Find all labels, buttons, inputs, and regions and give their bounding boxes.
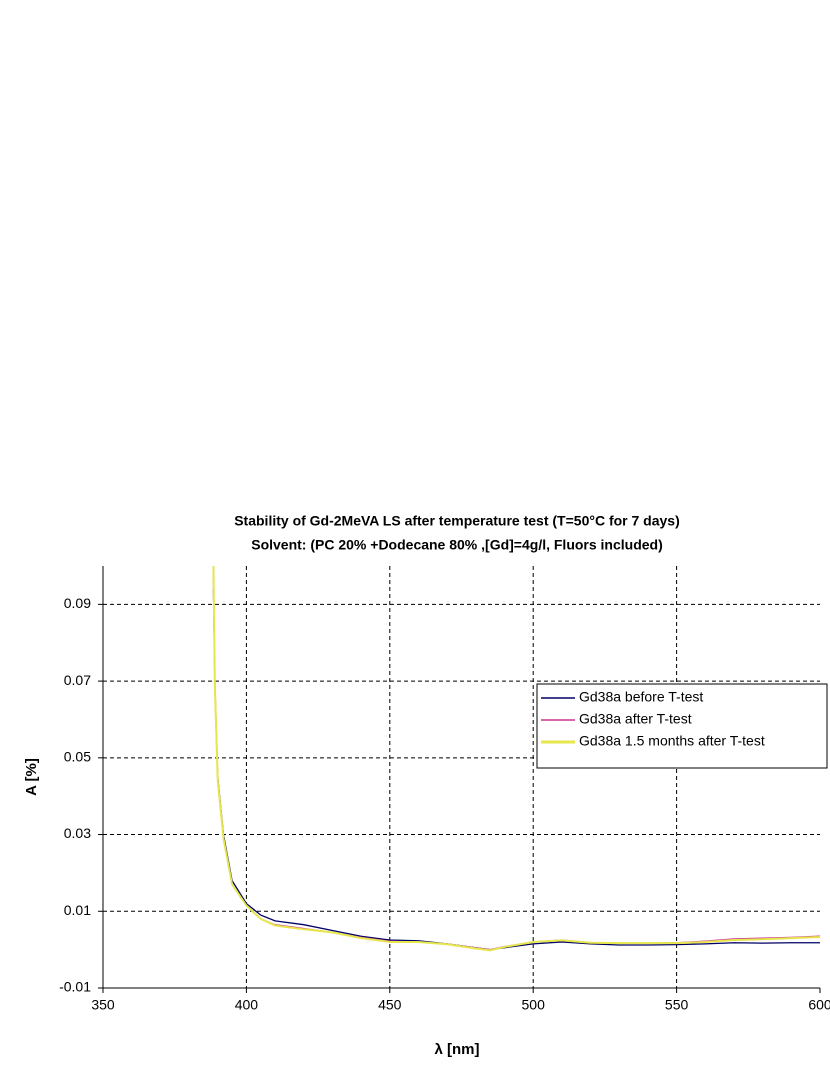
- chart-subtitle: Solvent: (PC 20% +Dodecane 80% ,[Gd]=4g/…: [251, 537, 663, 553]
- data-line: [212, 589, 820, 951]
- plot-lines: [212, 566, 820, 952]
- y-tick-label: 0.03: [64, 825, 91, 841]
- x-tick-label: 600: [808, 997, 830, 1013]
- y-tick-label: 0.05: [64, 749, 91, 765]
- legend-label: Gd38a 1.5 months after T-test: [579, 733, 765, 749]
- data-line: [212, 566, 820, 952]
- y-axis-label: A [%]: [23, 758, 40, 796]
- x-tick-label: 400: [235, 997, 259, 1013]
- legend-box: [536, 683, 828, 769]
- legend-label: Gd38a after T-test: [579, 711, 692, 727]
- legend-label: Gd38a before T-test: [579, 689, 703, 705]
- y-tick-label: 0.07: [64, 672, 91, 688]
- x-tick-label: 550: [665, 997, 689, 1013]
- x-tick-label: 350: [91, 997, 115, 1013]
- chart-title: Stability of Gd-2MeVA LS after temperatu…: [234, 513, 680, 529]
- x-axis-label: λ [nm]: [435, 1041, 480, 1058]
- x-tick-label: 450: [378, 997, 402, 1013]
- y-tick-label: 0.09: [64, 595, 91, 611]
- x-tick-label: 500: [522, 997, 546, 1013]
- y-tick-label: -0.01: [59, 979, 91, 995]
- y-tick-label: 0.01: [64, 902, 91, 918]
